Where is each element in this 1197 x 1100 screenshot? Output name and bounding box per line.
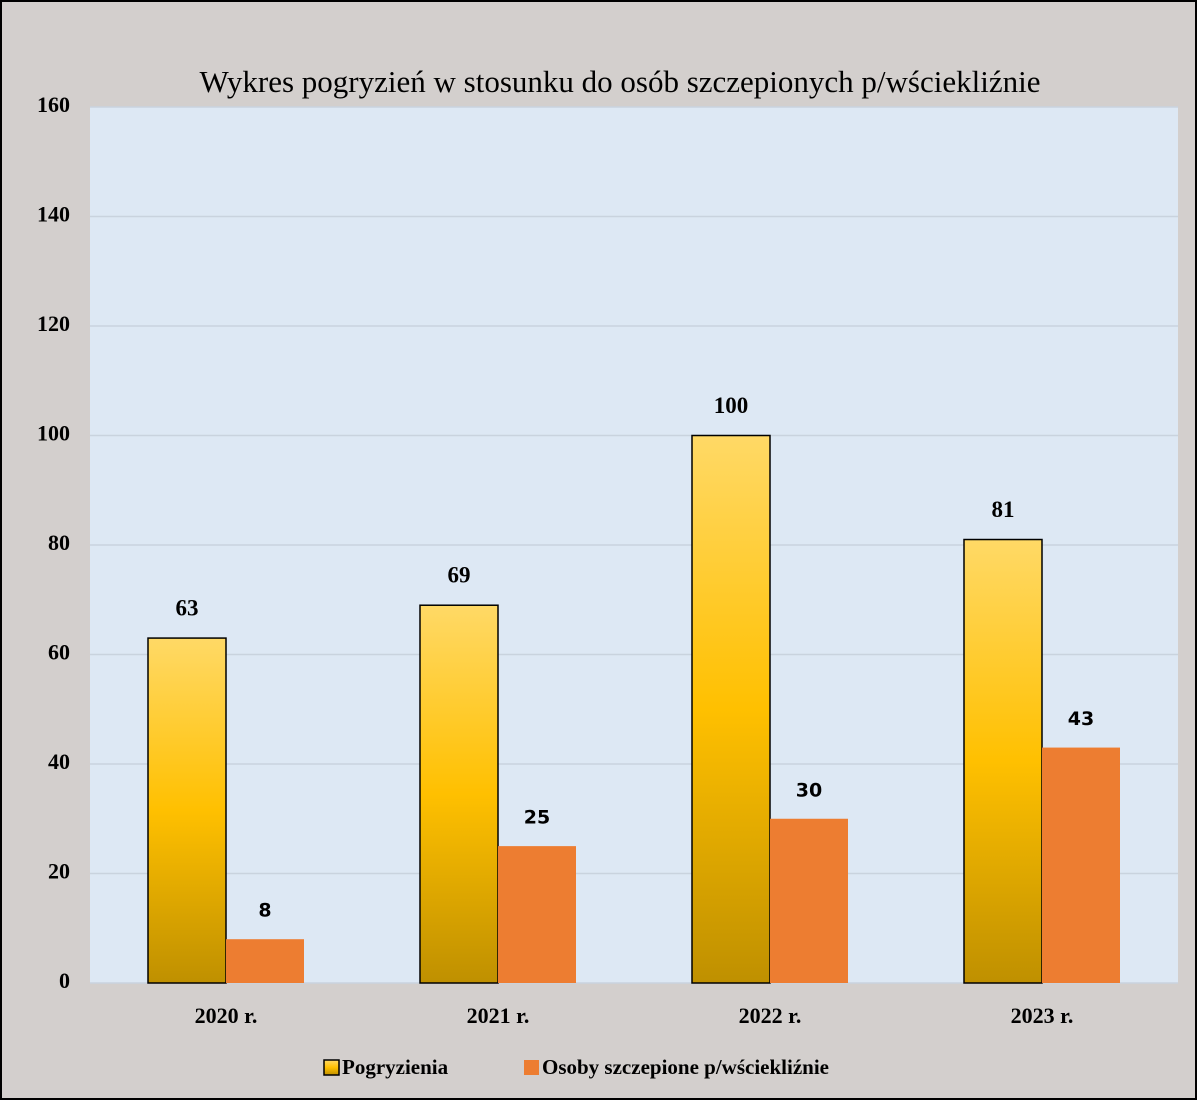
x-tick-label: 2020 r. xyxy=(195,1003,258,1028)
data-label: 100 xyxy=(714,393,749,418)
data-label: 69 xyxy=(448,563,471,588)
bar xyxy=(147,637,227,984)
y-tick-label: 120 xyxy=(37,311,70,336)
y-tick-label: 160 xyxy=(37,92,70,117)
y-tick-label: 20 xyxy=(48,859,70,884)
legend-label: Pogryzienia xyxy=(342,1055,449,1079)
y-tick-label: 60 xyxy=(48,640,70,665)
y-tick-label: 140 xyxy=(37,202,70,227)
x-tick-label: 2022 r. xyxy=(739,1003,802,1028)
data-label: 30 xyxy=(796,779,822,801)
bar xyxy=(498,846,576,983)
x-tick-label: 2021 r. xyxy=(467,1003,530,1028)
legend-swatch xyxy=(323,1059,340,1076)
data-label: 25 xyxy=(524,807,550,829)
bar xyxy=(1042,747,1120,983)
y-tick-label: 40 xyxy=(48,749,70,774)
bar xyxy=(691,434,771,984)
chart-title: Wykres pogryzień w stosunku do osób szcz… xyxy=(200,64,1041,99)
x-tick-label: 2023 r. xyxy=(1011,1003,1074,1028)
data-label: 81 xyxy=(992,497,1015,522)
data-label: 63 xyxy=(176,595,199,620)
y-tick-label: 100 xyxy=(37,421,70,446)
bar xyxy=(419,604,499,984)
y-tick-label: 0 xyxy=(59,968,70,993)
data-label: 43 xyxy=(1068,708,1094,730)
bar xyxy=(226,939,304,983)
legend-swatch xyxy=(524,1060,539,1075)
data-label: 8 xyxy=(258,900,271,922)
bar xyxy=(963,538,1043,984)
bar xyxy=(770,818,848,983)
y-tick-label: 80 xyxy=(48,530,70,555)
legend-label: Osoby szczepione p/wściekliźnie xyxy=(542,1055,829,1079)
